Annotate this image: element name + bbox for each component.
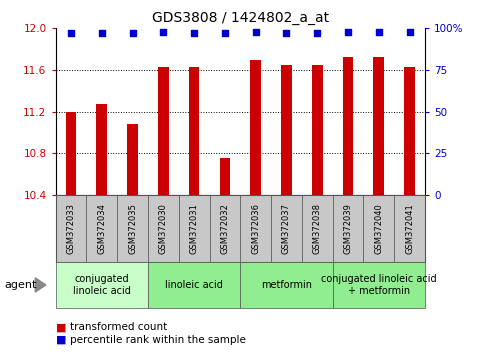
Bar bbox=[66, 112, 76, 195]
Text: GSM372032: GSM372032 bbox=[220, 203, 229, 254]
Text: GSM372036: GSM372036 bbox=[251, 203, 260, 254]
Text: GSM372039: GSM372039 bbox=[343, 203, 353, 254]
Text: agent: agent bbox=[5, 280, 37, 290]
Bar bbox=[342, 57, 354, 195]
Bar bbox=[189, 67, 199, 195]
Point bbox=[98, 30, 106, 36]
Text: GSM372037: GSM372037 bbox=[282, 203, 291, 254]
Bar bbox=[373, 57, 384, 195]
Text: GSM372034: GSM372034 bbox=[97, 203, 106, 254]
Text: GSM372030: GSM372030 bbox=[159, 203, 168, 254]
Text: GSM372038: GSM372038 bbox=[313, 203, 322, 254]
Bar bbox=[179, 195, 210, 262]
Bar bbox=[312, 65, 323, 195]
Bar bbox=[117, 195, 148, 262]
Bar bbox=[148, 262, 241, 308]
Bar bbox=[86, 195, 117, 262]
Point bbox=[159, 29, 167, 34]
Point bbox=[375, 29, 383, 34]
Bar bbox=[56, 195, 86, 262]
Bar bbox=[364, 195, 394, 262]
Text: ■: ■ bbox=[56, 335, 66, 345]
Bar bbox=[96, 104, 107, 195]
Text: GSM372041: GSM372041 bbox=[405, 203, 414, 254]
Polygon shape bbox=[35, 278, 46, 292]
Bar bbox=[404, 67, 415, 195]
Point bbox=[252, 29, 259, 34]
Text: GSM372031: GSM372031 bbox=[190, 203, 199, 254]
Bar bbox=[158, 67, 169, 195]
Title: GDS3808 / 1424802_a_at: GDS3808 / 1424802_a_at bbox=[152, 11, 329, 24]
Point bbox=[190, 30, 198, 36]
Text: ■: ■ bbox=[56, 322, 66, 332]
Bar bbox=[250, 59, 261, 195]
Point bbox=[344, 29, 352, 34]
Bar bbox=[219, 158, 230, 195]
Bar bbox=[210, 195, 240, 262]
Point bbox=[283, 30, 290, 36]
Bar bbox=[302, 195, 333, 262]
Bar bbox=[333, 262, 425, 308]
Bar bbox=[281, 65, 292, 195]
Point bbox=[406, 29, 413, 34]
Text: transformed count: transformed count bbox=[70, 322, 167, 332]
Bar bbox=[56, 262, 148, 308]
Text: metformin: metformin bbox=[261, 280, 312, 290]
Text: GSM372040: GSM372040 bbox=[374, 203, 384, 254]
Text: percentile rank within the sample: percentile rank within the sample bbox=[70, 335, 246, 345]
Bar bbox=[394, 195, 425, 262]
Bar bbox=[240, 195, 271, 262]
Text: conjugated
linoleic acid: conjugated linoleic acid bbox=[73, 274, 131, 296]
Point bbox=[221, 30, 229, 36]
Text: GSM372035: GSM372035 bbox=[128, 203, 137, 254]
Bar bbox=[271, 195, 302, 262]
Bar bbox=[333, 195, 364, 262]
Text: conjugated linoleic acid
+ metformin: conjugated linoleic acid + metformin bbox=[321, 274, 437, 296]
Point bbox=[67, 30, 75, 36]
Text: linoleic acid: linoleic acid bbox=[165, 280, 223, 290]
Point bbox=[313, 30, 321, 36]
Point bbox=[128, 30, 136, 36]
Bar bbox=[127, 124, 138, 195]
Text: GSM372033: GSM372033 bbox=[67, 203, 75, 254]
Bar bbox=[148, 195, 179, 262]
Bar bbox=[240, 262, 333, 308]
